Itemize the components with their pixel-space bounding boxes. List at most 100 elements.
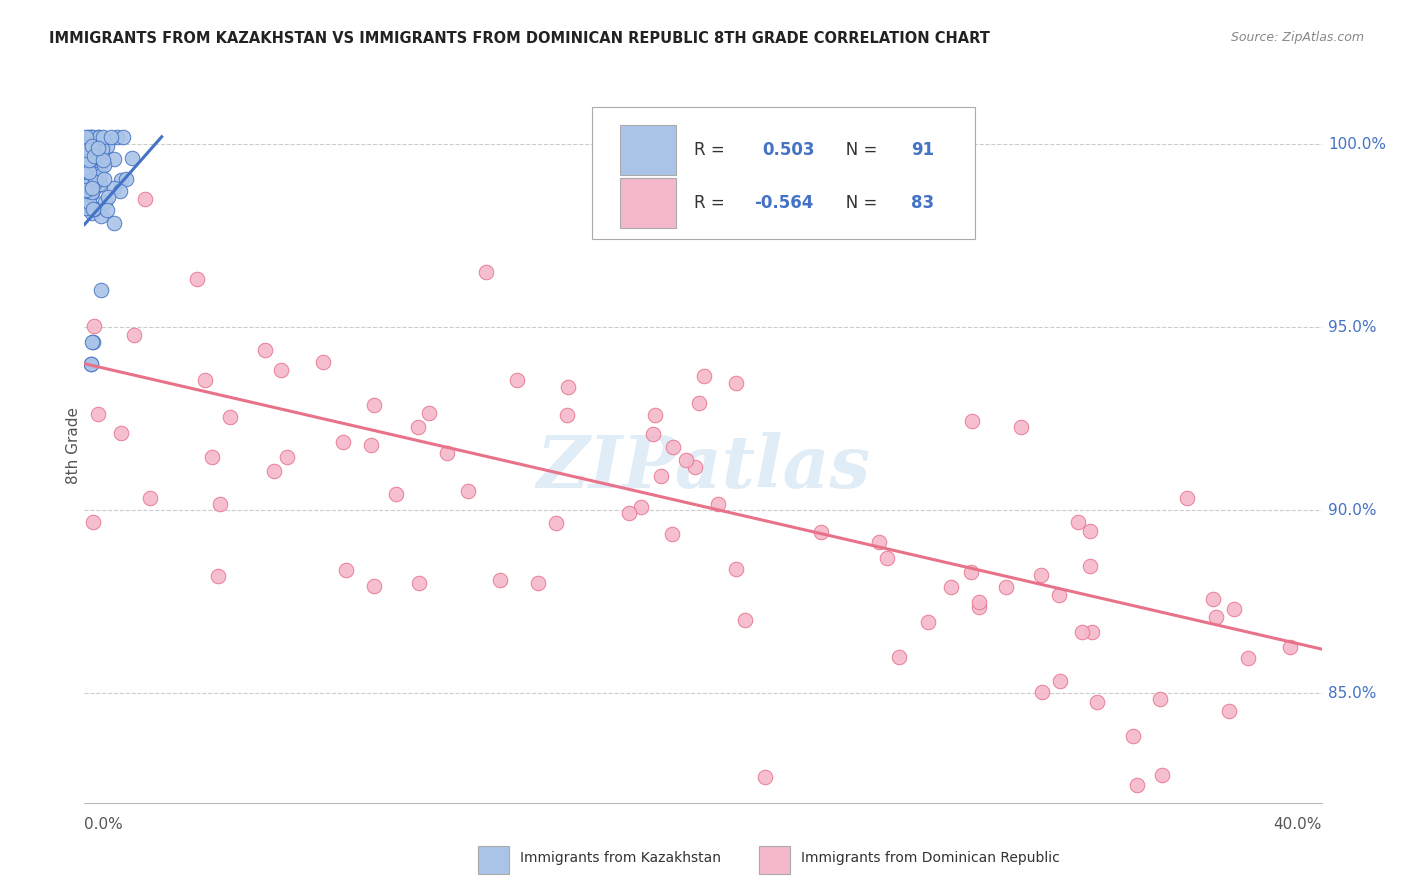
Point [384, 487, 406, 501]
Text: 0.0%: 0.0% [84, 817, 124, 832]
Point [1205, 609, 1227, 624]
Point [876, 551, 898, 566]
Point [79, 174, 101, 188]
Point [80, 139, 103, 153]
Point [1049, 588, 1071, 602]
Point [960, 414, 983, 428]
Point [939, 580, 962, 594]
Point [77, 202, 100, 217]
Text: ZIPatlas: ZIPatlas [536, 432, 870, 503]
Point [76, 169, 98, 184]
Point [76, 194, 98, 208]
Point [90, 209, 112, 223]
Point [475, 265, 498, 279]
Point [661, 527, 683, 541]
FancyBboxPatch shape [478, 846, 509, 874]
Point [208, 497, 231, 511]
Point [868, 535, 890, 549]
Point [110, 173, 132, 187]
Point [86, 178, 108, 192]
Text: Immigrants from Kazakhstan: Immigrants from Kazakhstan [520, 851, 721, 865]
Point [1010, 420, 1032, 434]
Point [79, 153, 101, 167]
Point [134, 192, 156, 206]
Point [1149, 692, 1171, 706]
Point [124, 327, 146, 342]
Point [83, 152, 105, 166]
Point [96, 202, 118, 217]
Point [489, 573, 512, 587]
Point [100, 129, 122, 144]
Text: N =: N = [831, 194, 883, 212]
Point [96, 138, 118, 153]
Text: -0.564: -0.564 [754, 194, 813, 212]
Point [91, 153, 114, 168]
Point [312, 355, 335, 369]
Point [80, 357, 103, 371]
Point [253, 343, 276, 357]
Point [83, 149, 105, 163]
Point [80, 334, 103, 349]
Text: N =: N = [831, 141, 883, 159]
Point [1278, 640, 1301, 655]
Point [917, 615, 939, 629]
Point [363, 398, 385, 412]
Point [1223, 601, 1246, 615]
Point [79, 145, 101, 159]
Point [80, 186, 103, 201]
Point [408, 576, 430, 591]
Point [1078, 524, 1101, 538]
Point [201, 450, 224, 465]
Point [688, 395, 710, 409]
Point [103, 216, 125, 230]
Point [77, 137, 100, 152]
Point [83, 318, 105, 333]
Point [1080, 625, 1102, 640]
Point [80, 129, 103, 144]
Point [363, 579, 385, 593]
Point [91, 129, 114, 144]
Point [73, 140, 96, 154]
Point [91, 143, 114, 157]
Point [810, 524, 832, 539]
Point [335, 563, 357, 577]
Point [967, 595, 990, 609]
Point [83, 178, 105, 193]
Point [707, 497, 730, 511]
Point [87, 407, 110, 421]
Point [418, 406, 440, 420]
Point [73, 202, 96, 216]
Point [332, 435, 354, 450]
Point [73, 162, 96, 177]
Point [457, 483, 479, 498]
Point [360, 438, 382, 452]
Point [75, 184, 97, 198]
Point [82, 181, 104, 195]
Point [107, 129, 129, 144]
Point [111, 129, 134, 144]
FancyBboxPatch shape [620, 125, 676, 175]
Point [89, 162, 111, 177]
Text: Immigrants from Dominican Republic: Immigrants from Dominican Republic [801, 851, 1060, 865]
Point [276, 450, 298, 465]
FancyBboxPatch shape [759, 846, 790, 874]
Point [557, 379, 579, 393]
Point [82, 515, 104, 529]
Point [1237, 651, 1260, 665]
Point [93, 158, 115, 172]
Point [1085, 695, 1108, 709]
Point [650, 469, 672, 483]
Point [959, 566, 981, 580]
Point [82, 185, 104, 199]
Point [675, 453, 697, 467]
Text: 83: 83 [911, 194, 934, 212]
Point [734, 613, 756, 627]
Point [1078, 558, 1101, 573]
Point [1202, 591, 1225, 606]
Point [77, 165, 100, 179]
Point [207, 569, 229, 583]
Point [644, 409, 666, 423]
Point [1175, 491, 1198, 505]
Point [76, 184, 98, 198]
Point [91, 137, 114, 152]
